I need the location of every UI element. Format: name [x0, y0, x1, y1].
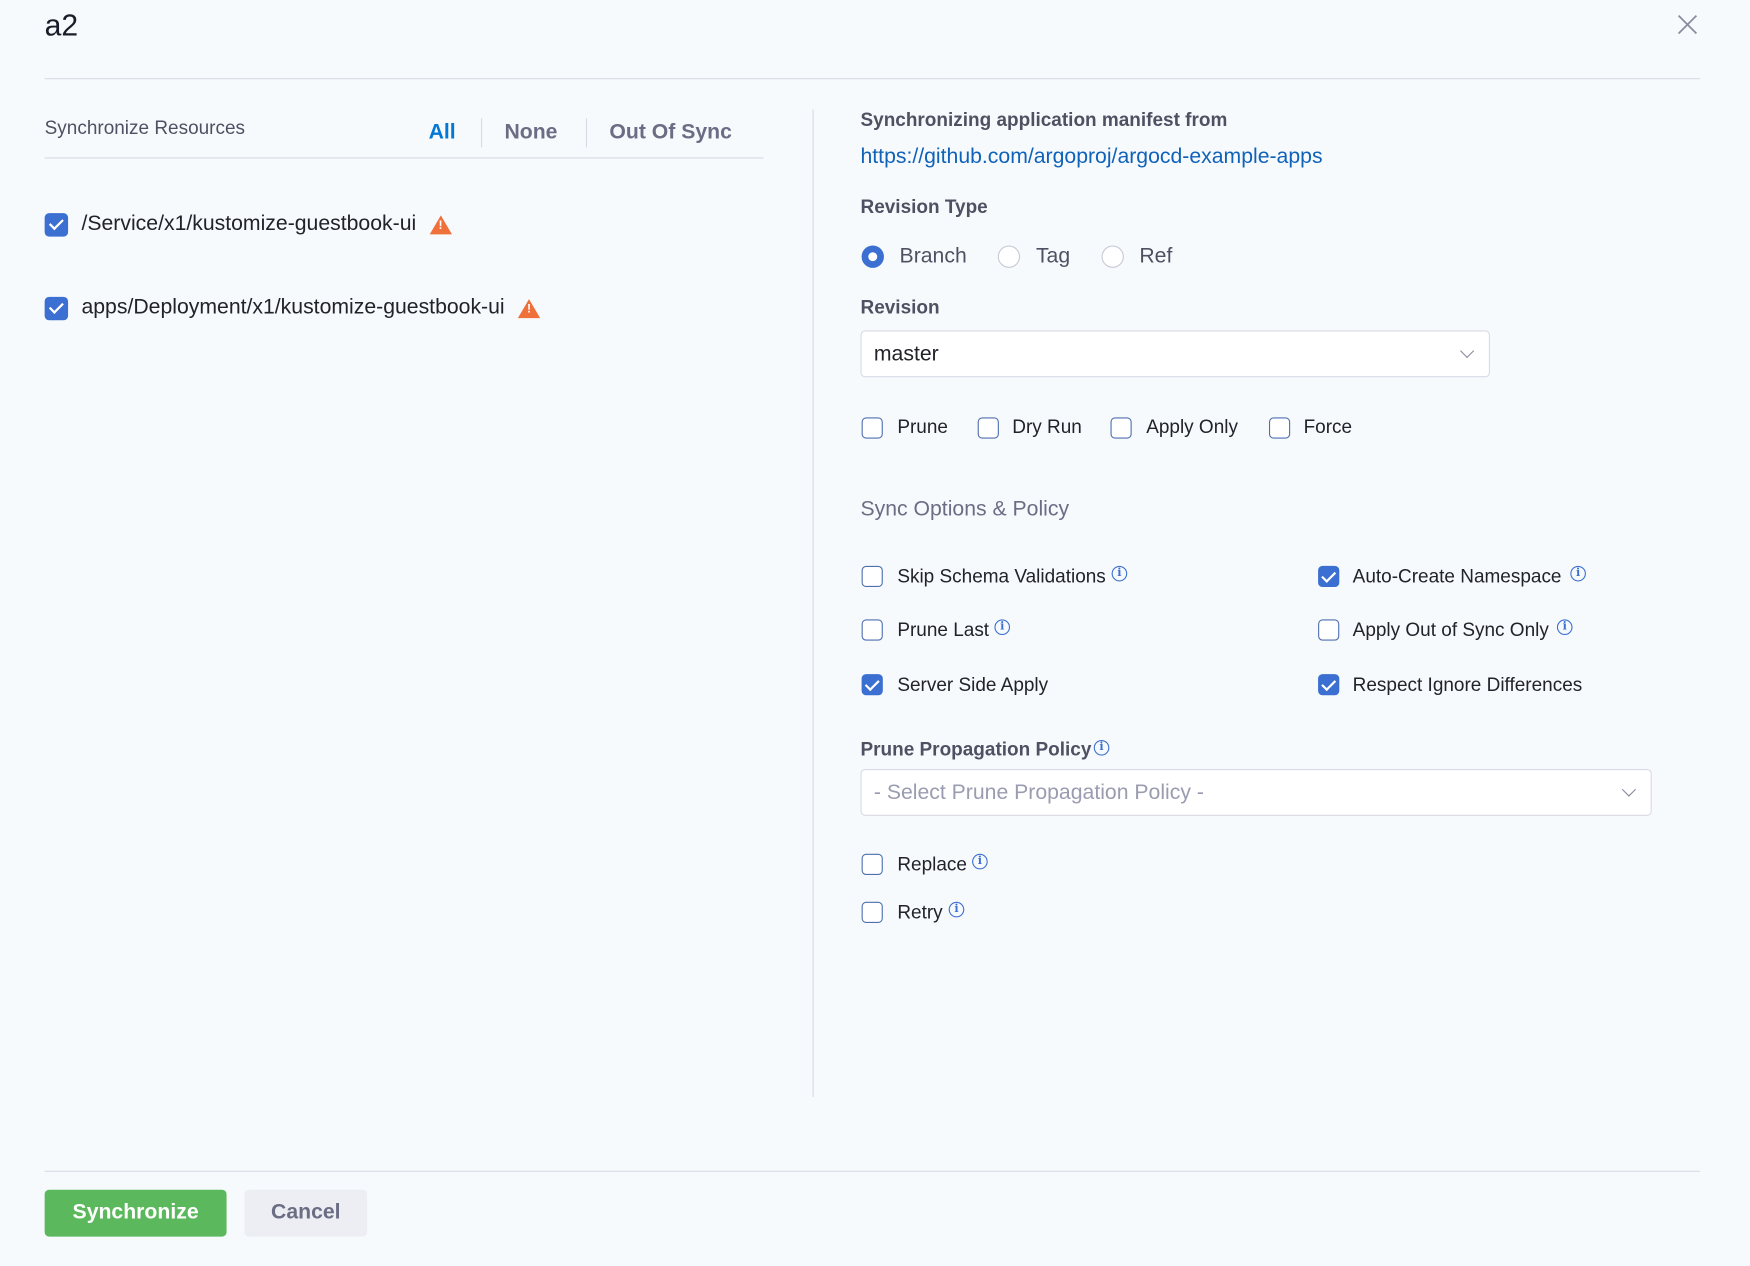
resource-item: /Service/x1/kustomize-guestbook-ui ! — [44, 212, 452, 237]
dry-run-checkbox[interactable] — [977, 417, 999, 439]
tab-divider — [481, 118, 483, 148]
resource-label: apps/Deployment/x1/kustomize-guestbook-u… — [81, 295, 505, 320]
replace-checkbox[interactable] — [861, 853, 883, 875]
info-icon[interactable]: i — [1556, 619, 1573, 636]
respect-ignore-differences-label: Respect Ignore Differences — [1352, 674, 1583, 696]
apply-out-of-sync-checkbox[interactable] — [1318, 619, 1340, 641]
skip-schema-checkbox[interactable] — [861, 565, 883, 588]
retry-checkbox[interactable] — [861, 901, 883, 923]
replace-label: Replace — [897, 853, 967, 875]
footer-divider — [44, 1170, 1700, 1172]
chevron-down-icon — [1459, 343, 1475, 359]
repo-link[interactable]: https://github.com/argoproj/argocd-examp… — [860, 145, 1323, 169]
radio-branch-label: Branch — [899, 244, 967, 268]
resource-item: apps/Deployment/x1/kustomize-guestbook-u… — [44, 295, 541, 321]
info-icon[interactable]: i — [1093, 739, 1110, 756]
radio-branch[interactable] — [861, 245, 884, 268]
auto-create-namespace-label: Auto-Create Namespace — [1352, 565, 1562, 588]
prune-last-label: Prune Last — [897, 619, 990, 641]
radio-ref[interactable] — [1101, 245, 1124, 268]
info-icon[interactable]: i — [1111, 565, 1128, 582]
resource-checkbox[interactable] — [44, 296, 69, 320]
revision-label: Revision — [860, 296, 940, 319]
sync-options-heading: Sync Options & Policy — [860, 497, 1070, 522]
revision-type-radio-group: Branch Tag Ref — [861, 244, 1173, 269]
cancel-button[interactable]: Cancel — [244, 1189, 368, 1237]
revision-select[interactable]: master — [860, 330, 1490, 378]
info-icon[interactable]: i — [948, 901, 965, 918]
filter-none[interactable]: None — [504, 120, 558, 144]
server-side-apply-label: Server Side Apply — [897, 674, 1049, 696]
warning-icon: ! — [429, 214, 452, 234]
info-icon[interactable]: i — [1570, 565, 1586, 582]
server-side-apply-checkbox[interactable] — [861, 674, 883, 696]
header-divider — [44, 78, 1700, 80]
apply-only-checkbox[interactable] — [1110, 417, 1132, 439]
prune-checkbox[interactable] — [861, 417, 883, 439]
radio-tag[interactable] — [997, 245, 1021, 268]
apply-only-label: Apply Only — [1146, 416, 1238, 438]
info-icon[interactable]: i — [972, 853, 988, 870]
skip-schema-label: Skip Schema Validations — [897, 565, 1106, 588]
info-icon[interactable]: i — [994, 619, 1011, 636]
prune-last-checkbox[interactable] — [861, 619, 883, 641]
radio-tag-label: Tag — [1035, 244, 1071, 268]
close-icon[interactable] — [1674, 11, 1701, 38]
prune-policy-placeholder: - Select Prune Propagation Policy - — [873, 781, 1204, 805]
force-label: Force — [1303, 416, 1353, 438]
dry-run-label: Dry Run — [1012, 416, 1082, 438]
filter-out-of-sync[interactable]: Out Of Sync — [609, 120, 732, 144]
prune-policy-select[interactable]: - Select Prune Propagation Policy - — [860, 768, 1652, 816]
radio-ref-label: Ref — [1139, 244, 1173, 268]
resources-heading: Synchronize Resources — [44, 117, 246, 139]
retry-label: Retry — [897, 901, 943, 923]
respect-ignore-differences-checkbox[interactable] — [1318, 674, 1340, 696]
warning-icon: ! — [518, 298, 541, 318]
dialog-title: a2 — [44, 8, 79, 43]
resources-divider — [44, 157, 764, 159]
force-checkbox[interactable] — [1268, 417, 1291, 439]
apply-out-of-sync-label: Apply Out of Sync Only — [1352, 619, 1549, 641]
resource-checkbox[interactable] — [44, 212, 69, 237]
chevron-down-icon — [1621, 782, 1637, 797]
synchronize-button[interactable]: Synchronize — [44, 1189, 227, 1237]
tab-divider — [585, 118, 588, 148]
resource-label: /Service/x1/kustomize-guestbook-ui — [81, 212, 417, 236]
manifest-heading: Synchronizing application manifest from — [860, 109, 1228, 131]
filter-all[interactable]: All — [428, 120, 456, 144]
revision-value: master — [873, 342, 939, 367]
column-divider — [812, 109, 814, 1098]
prune-label: Prune — [897, 416, 948, 438]
revision-type-label: Revision Type — [860, 196, 988, 218]
auto-create-namespace-checkbox[interactable] — [1318, 565, 1340, 588]
prune-policy-label: Prune Propagation Policy — [860, 738, 1092, 761]
